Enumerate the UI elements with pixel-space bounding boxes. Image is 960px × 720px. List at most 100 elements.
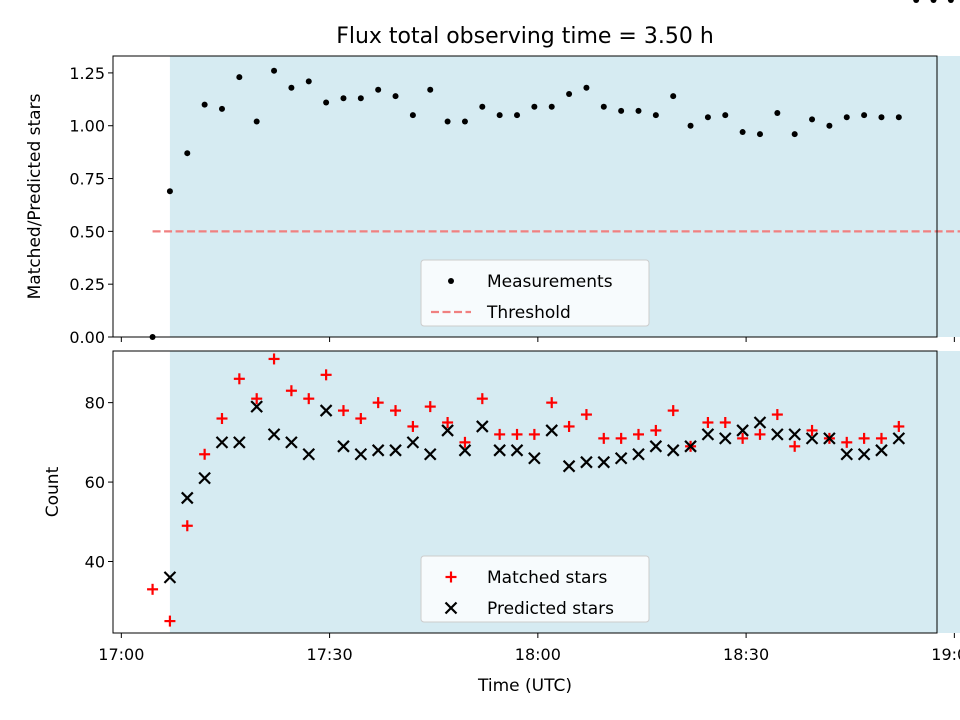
data-point xyxy=(320,369,332,381)
data-point xyxy=(600,103,607,110)
data-point xyxy=(806,424,818,436)
data-point xyxy=(427,86,434,93)
data-point xyxy=(250,400,263,413)
y-tick-label: 60 xyxy=(85,473,105,492)
data-point xyxy=(357,95,364,102)
data-point xyxy=(841,436,853,448)
data-point xyxy=(722,112,729,119)
data-point xyxy=(337,440,350,453)
ratio-panel: 0.00 0.25 0.50 0.75 1.00 1.25 Matched/Predicte… xyxy=(25,0,960,347)
data-point xyxy=(251,393,263,405)
data-point xyxy=(319,404,333,417)
data-point xyxy=(667,405,679,417)
data-point xyxy=(788,428,801,441)
data-point xyxy=(823,432,836,445)
data-point xyxy=(930,0,937,3)
legend-marker xyxy=(444,601,458,615)
data-point xyxy=(461,118,468,125)
data-point xyxy=(305,78,312,85)
data-point xyxy=(947,0,954,3)
data-point xyxy=(875,444,888,457)
data-point xyxy=(199,448,211,460)
y-tick-label: 80 xyxy=(85,394,105,413)
data-point xyxy=(736,424,749,437)
data-point xyxy=(268,353,280,365)
data-point xyxy=(583,84,590,91)
data-point xyxy=(580,409,592,421)
data-point xyxy=(875,432,887,444)
axes-frame xyxy=(112,350,938,634)
data-point xyxy=(858,432,870,444)
data-point xyxy=(809,116,816,123)
y-tick-label: 1.00 xyxy=(69,117,105,136)
data-point xyxy=(756,131,763,138)
data-point xyxy=(285,385,297,397)
data-point xyxy=(632,428,644,440)
data-point xyxy=(354,447,368,461)
legend-label: Matched stars xyxy=(487,568,607,588)
data-point xyxy=(201,101,208,108)
data-point xyxy=(701,428,715,441)
data-point xyxy=(666,444,680,457)
data-point xyxy=(479,103,486,110)
data-point xyxy=(893,420,905,432)
data-point xyxy=(285,436,298,449)
data-point xyxy=(562,459,576,473)
data-point xyxy=(375,86,382,93)
data-point xyxy=(754,428,766,440)
data-point xyxy=(267,428,281,441)
data-point xyxy=(843,114,850,121)
data-point xyxy=(615,432,627,444)
data-point xyxy=(442,416,454,428)
data-point xyxy=(826,122,833,129)
series-predicted-stars xyxy=(163,400,906,584)
data-point xyxy=(337,405,349,417)
data-point xyxy=(632,447,645,461)
data-point xyxy=(737,432,749,444)
data-point xyxy=(598,432,610,444)
data-point xyxy=(323,99,330,106)
data-point xyxy=(271,67,278,74)
data-point xyxy=(496,112,503,119)
data-point xyxy=(371,444,385,457)
data-point xyxy=(340,95,347,102)
data-point xyxy=(163,571,177,584)
data-point xyxy=(771,428,784,441)
data-point xyxy=(514,112,521,119)
data-point xyxy=(355,413,367,425)
data-point xyxy=(861,112,868,119)
x-tick-label: 17:00 xyxy=(98,645,144,664)
series-measurements xyxy=(149,0,954,340)
data-point xyxy=(181,520,193,532)
data-point xyxy=(390,405,402,417)
x-tick-label: 18:30 xyxy=(723,645,769,664)
data-point xyxy=(614,451,628,465)
data-point xyxy=(771,409,783,421)
legend-label: Measurements xyxy=(487,272,613,292)
legend: Matched stars Predicted stars xyxy=(420,555,650,623)
legend-label: Threshold xyxy=(486,303,571,323)
data-point xyxy=(253,118,260,125)
data-point xyxy=(476,420,489,433)
legend-marker xyxy=(445,571,457,583)
count-panel: 40608017:0017:3018:0018:3019:0019:3020:0… xyxy=(43,350,960,664)
data-point xyxy=(789,440,801,452)
data-point xyxy=(892,432,906,445)
data-point xyxy=(528,428,540,440)
data-point xyxy=(531,103,538,110)
data-point xyxy=(753,416,767,429)
legend-box xyxy=(420,259,650,327)
data-point xyxy=(563,420,575,432)
data-point xyxy=(166,188,173,195)
data-point xyxy=(406,436,420,449)
data-point xyxy=(878,114,885,121)
series-matched-stars xyxy=(147,353,905,627)
y-tick-label: 0.75 xyxy=(69,170,105,189)
x-tick-label: 19:00 xyxy=(931,645,960,664)
data-point xyxy=(233,436,246,449)
data-point xyxy=(684,440,697,453)
data-point xyxy=(493,444,506,457)
data-point xyxy=(236,74,243,81)
data-point xyxy=(791,131,798,138)
data-point xyxy=(441,424,454,437)
